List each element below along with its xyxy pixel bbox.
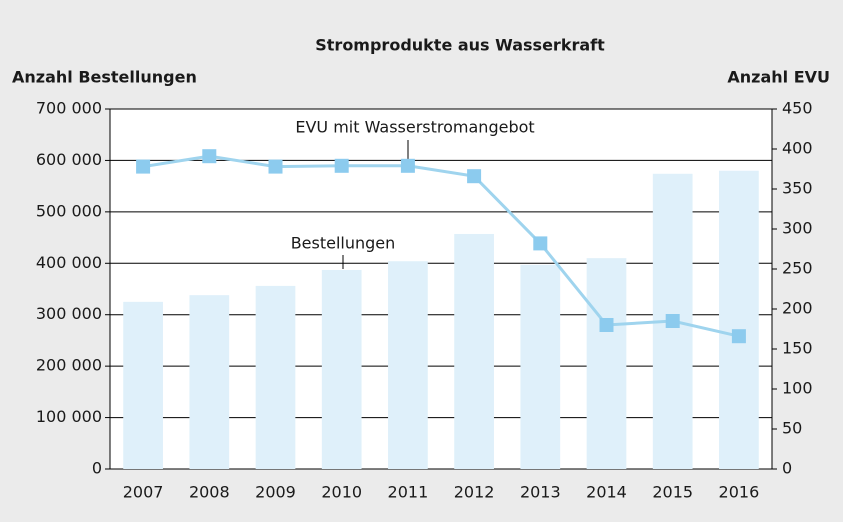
x-tick-label: 2014 [586, 483, 627, 502]
bar [520, 264, 561, 469]
series-line [142, 154, 740, 338]
y2-axis-title: Anzahl EVU [727, 68, 830, 87]
line-marker [400, 158, 415, 173]
x-tick-label: 2012 [454, 483, 495, 502]
y-tick-label: 400 000 [36, 253, 102, 272]
x-tick-label: 2008 [189, 483, 230, 502]
y2-tick-label: 100 [782, 379, 813, 398]
y-tick-label: 300 000 [36, 304, 102, 323]
bar [123, 301, 163, 469]
bar [189, 295, 230, 469]
y-tick-label: 200 000 [36, 356, 102, 375]
x-tick-label: 2009 [255, 483, 296, 502]
x-tick-label: 2013 [520, 483, 561, 502]
x-tick-label: 2016 [719, 483, 760, 502]
bars [123, 170, 759, 470]
y-tick-label: 100 000 [36, 407, 102, 426]
y2-tick-label: 350 [782, 179, 813, 198]
y2-tick-label: 300 [782, 219, 813, 238]
y-tick-label: 0 [92, 459, 102, 478]
line-marker [533, 236, 548, 251]
line-layer [136, 149, 746, 344]
x-tick-label: 2007 [123, 483, 164, 502]
chart-title: Stromprodukte aus Wasserkraft [315, 36, 605, 55]
label-bg [275, 116, 555, 138]
line-marker [202, 149, 217, 164]
bar [719, 170, 759, 469]
axes [105, 108, 777, 470]
y-tick-label: 700 000 [36, 99, 102, 118]
y2-tick-label: 150 [782, 339, 813, 358]
line-marker [268, 159, 283, 174]
y-axis-title: Anzahl Bestellungen [12, 68, 197, 87]
y2-tick-label: 200 [782, 299, 813, 318]
series-label: Bestellungen [291, 234, 396, 253]
y2-tick-label: 50 [782, 419, 802, 438]
y2-tick-label: 450 [782, 99, 813, 118]
y-tick-label: 500 000 [36, 201, 102, 220]
series-label: EVU mit Wasserstromangebot [295, 118, 534, 137]
x-tick-label: 2010 [321, 483, 362, 502]
line-marker [599, 318, 614, 332]
line-marker [467, 169, 482, 184]
bar [321, 269, 362, 469]
bar [388, 261, 428, 469]
bar [586, 258, 627, 469]
y-tick-label: 600 000 [36, 150, 102, 169]
line-marker [136, 159, 151, 174]
bar [454, 233, 494, 469]
bar [255, 285, 296, 469]
x-tick-label: 2015 [652, 483, 693, 502]
line-marker [334, 158, 349, 173]
y2-tick-label: 250 [782, 259, 813, 278]
y2-tick-label: 0 [782, 459, 792, 478]
x-tick-label: 2011 [388, 483, 429, 502]
line-marker [731, 329, 746, 344]
line-marker [665, 314, 680, 328]
y2-tick-label: 400 [782, 139, 813, 158]
